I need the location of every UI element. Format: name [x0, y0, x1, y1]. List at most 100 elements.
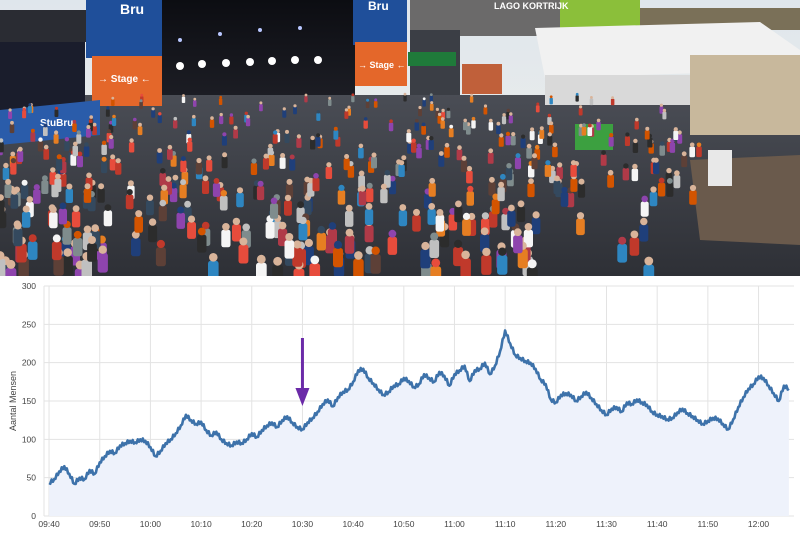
person-head — [263, 153, 269, 159]
person-body — [41, 180, 49, 194]
person-body — [64, 140, 70, 152]
person-head — [328, 96, 332, 100]
person-body — [497, 255, 508, 275]
y-tick-label: 0 — [31, 511, 36, 521]
person-head — [21, 179, 28, 186]
person-head — [413, 208, 420, 216]
person-body — [505, 135, 511, 146]
person-head — [366, 98, 370, 102]
stage-sign-right-orange — [355, 42, 407, 86]
x-tick-label: 10:40 — [342, 519, 364, 529]
person-body — [460, 160, 468, 173]
person-body — [293, 268, 305, 276]
person-head — [532, 211, 540, 219]
person-body — [444, 147, 450, 158]
person-head — [344, 108, 348, 112]
person-body — [463, 121, 468, 131]
person-body — [197, 234, 207, 253]
person-head — [299, 216, 307, 225]
person-head — [347, 105, 351, 109]
person-body — [137, 126, 143, 136]
person-head — [467, 185, 474, 192]
person-body — [412, 215, 421, 232]
person-body — [56, 158, 63, 171]
person-body — [209, 119, 215, 128]
person-head — [677, 130, 682, 135]
person-body — [681, 155, 688, 168]
person-body — [481, 255, 492, 275]
person-head — [43, 123, 48, 128]
white-barrel — [708, 150, 732, 186]
person-body — [587, 127, 593, 136]
x-tick-label: 11:20 — [546, 519, 567, 529]
person-head — [444, 142, 450, 148]
person-body — [440, 120, 445, 129]
person-head — [345, 228, 354, 237]
person-body — [422, 99, 426, 107]
person-head — [304, 238, 313, 248]
person-head — [293, 240, 302, 249]
person-head — [366, 182, 373, 189]
person-head — [101, 156, 107, 162]
person-body — [81, 259, 92, 276]
person-body — [33, 189, 41, 204]
person-body — [2, 167, 10, 180]
person-body — [97, 188, 105, 203]
person-head — [101, 140, 107, 145]
person-body — [380, 189, 388, 204]
person-body — [491, 199, 500, 215]
person-head — [59, 202, 67, 210]
person-head — [316, 133, 321, 138]
person-head — [73, 141, 78, 147]
person-head — [26, 196, 34, 203]
person-body — [488, 122, 494, 131]
person-body — [333, 248, 343, 268]
person-head — [359, 185, 366, 192]
person-body — [498, 137, 504, 147]
person-head — [640, 217, 648, 226]
person-head — [468, 212, 476, 221]
x-tick-label: 09:40 — [38, 519, 60, 529]
person-head — [429, 177, 436, 184]
person-head — [165, 176, 172, 182]
person-body — [552, 146, 558, 158]
person-body — [544, 164, 552, 177]
person-head — [498, 247, 507, 256]
person-head — [579, 105, 583, 109]
person-body — [268, 154, 275, 166]
person-head — [17, 146, 23, 152]
person-head — [470, 93, 473, 97]
person-body — [128, 142, 135, 153]
person-head — [282, 107, 286, 111]
person-body — [610, 98, 615, 106]
person-body — [526, 267, 538, 276]
person-body — [388, 122, 394, 132]
person-head — [326, 162, 332, 168]
person-body — [83, 146, 90, 157]
person-body — [316, 113, 321, 121]
person-body — [448, 128, 454, 138]
person-head — [115, 158, 121, 164]
person-head — [157, 148, 163, 153]
person-head — [91, 224, 99, 232]
person-body — [43, 148, 50, 160]
person-head — [182, 94, 185, 97]
person-head — [430, 101, 434, 105]
person-head — [421, 122, 426, 127]
person-body — [134, 216, 143, 233]
person-head — [56, 154, 62, 160]
person-head — [317, 225, 326, 234]
person-head — [570, 160, 577, 166]
person-head — [384, 169, 391, 176]
person-head — [184, 200, 192, 208]
person-body — [10, 162, 17, 175]
person-head — [173, 116, 178, 121]
person-head — [502, 113, 506, 117]
person-head — [293, 104, 297, 108]
person-body — [430, 266, 442, 276]
person-head — [650, 186, 657, 193]
person-body — [549, 97, 553, 105]
person-body — [358, 175, 365, 189]
person-head — [418, 105, 422, 110]
person-head — [133, 117, 137, 122]
